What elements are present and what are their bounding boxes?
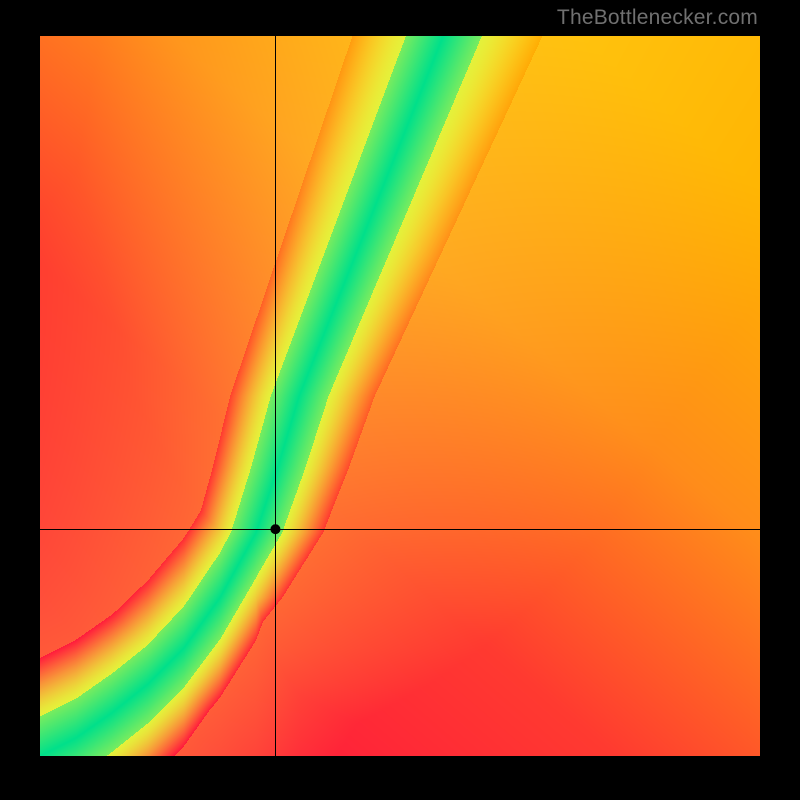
watermark-text: TheBottlenecker.com xyxy=(557,6,758,30)
heatmap-canvas xyxy=(40,36,760,756)
chart-container: TheBottlenecker.com xyxy=(0,0,800,800)
plot-frame xyxy=(40,36,760,756)
